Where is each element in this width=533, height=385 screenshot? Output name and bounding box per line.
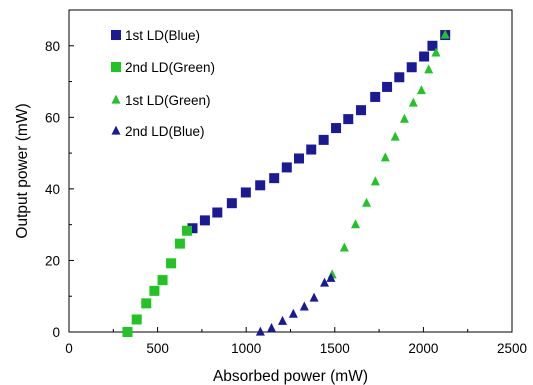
data-point-square <box>427 40 438 51</box>
y-tick-label: 60 <box>45 110 60 125</box>
x-tick-label: 1500 <box>320 341 350 356</box>
data-point-square <box>255 180 266 191</box>
x-axis-title: Absorbed power (mW) <box>213 368 368 385</box>
data-point-triangle <box>309 292 319 302</box>
data-point-square <box>166 258 177 269</box>
data-point-square <box>226 198 237 209</box>
x-tick-label: 2500 <box>497 341 527 356</box>
data-point-triangle <box>431 47 441 57</box>
data-point-square <box>174 238 185 249</box>
y-tick-label: 20 <box>45 253 60 268</box>
data-point-triangle <box>380 152 390 162</box>
data-point-square <box>394 72 405 83</box>
legend-label: 2nd LD(Blue) <box>125 124 205 139</box>
y-axis-ticks: 0 20 40 60 80 <box>45 9 74 340</box>
data-point-triangle <box>326 272 336 282</box>
legend-marker <box>111 94 121 104</box>
data-point-square <box>370 91 381 102</box>
data-point-triangle <box>351 219 361 229</box>
data-point-triangle <box>339 242 349 252</box>
legend-marker <box>111 125 121 135</box>
data-markers <box>122 29 451 337</box>
x-tick-label: 500 <box>146 341 169 356</box>
legend-marker <box>111 30 121 40</box>
data-point-square <box>199 215 210 226</box>
data-point-square <box>306 144 317 155</box>
legend-label: 1st LD(Green) <box>125 93 211 108</box>
data-point-square <box>331 123 342 134</box>
data-point-square <box>294 153 305 164</box>
data-point-square <box>382 81 393 92</box>
series-0 <box>187 30 451 234</box>
data-point-triangle <box>267 323 277 333</box>
data-point-square <box>187 223 198 234</box>
data-point-triangle <box>408 97 418 107</box>
data-point-triangle <box>255 326 265 336</box>
data-point-triangle <box>278 315 288 325</box>
data-point-square <box>318 134 329 145</box>
data-point-square <box>281 162 292 173</box>
legend-label: 1st LD(Blue) <box>125 28 200 43</box>
data-point-triangle <box>390 131 400 141</box>
y-tick-label: 40 <box>45 182 60 197</box>
data-point-triangle <box>399 113 409 123</box>
data-point-square <box>343 114 354 125</box>
series-1 <box>122 225 193 337</box>
data-point-square <box>182 225 193 236</box>
x-tick-label: 2000 <box>408 341 438 356</box>
x-tick-label: 0 <box>65 341 73 356</box>
data-point-square <box>122 327 133 337</box>
data-point-square <box>131 314 142 325</box>
x-axis-ticks: 0 500 1000 1500 2000 2500 <box>65 327 527 356</box>
data-point-square <box>356 105 367 116</box>
data-point-square <box>157 275 168 286</box>
legend: 1st LD(Blue) 2nd LD(Green) 1st LD(Green) 2n… <box>111 28 215 139</box>
data-point-triangle <box>362 197 372 207</box>
y-tick-label: 0 <box>52 325 60 340</box>
data-point-square <box>419 51 430 62</box>
data-point-square <box>149 285 160 296</box>
series-3 <box>255 272 336 336</box>
x-tick-label: 1000 <box>231 341 261 356</box>
data-point-square <box>212 207 223 218</box>
data-point-square <box>141 298 152 309</box>
data-point-square <box>240 187 251 198</box>
legend-label: 2nd LD(Green) <box>125 60 215 75</box>
series-2 <box>327 29 450 279</box>
data-point-triangle <box>440 29 450 39</box>
data-point-square <box>406 62 417 73</box>
y-axis-title: Output power (mW) <box>14 103 31 238</box>
data-point-triangle <box>416 85 426 95</box>
y-tick-label: 80 <box>45 39 60 54</box>
data-point-triangle <box>320 277 330 287</box>
legend-marker <box>111 62 121 72</box>
data-point-square <box>269 173 280 184</box>
data-point-triangle <box>288 308 298 318</box>
data-point-triangle <box>370 176 380 186</box>
data-point-triangle <box>299 301 309 311</box>
data-point-triangle <box>424 64 434 74</box>
